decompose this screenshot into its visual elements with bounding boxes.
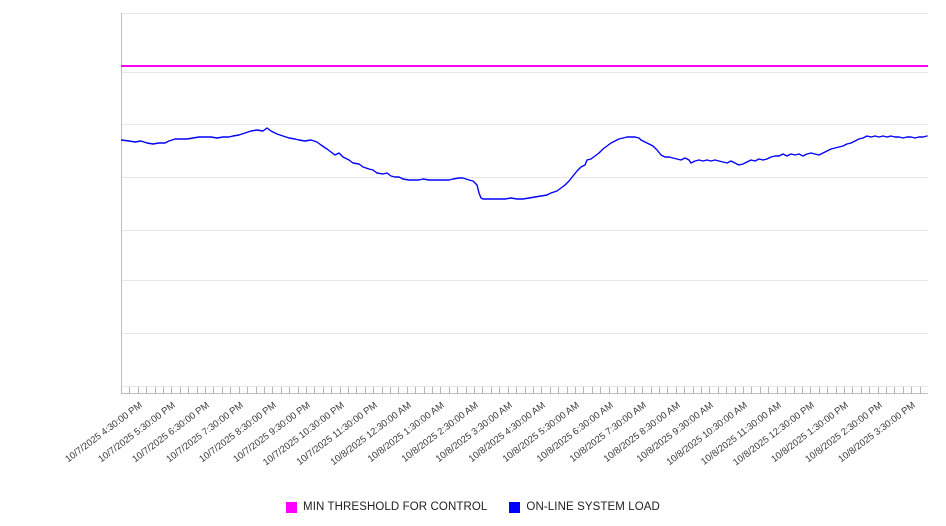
legend-label-min-threshold-for-control: MIN THRESHOLD FOR CONTROL: [303, 501, 488, 513]
legend-label-on-line-system-load: ON-LINE SYSTEM LOAD: [526, 501, 660, 513]
x-axis-minor-ticks: [121, 387, 921, 394]
legend-item-on-line-system-load[interactable]: ON-LINE SYSTEM LOAD: [509, 501, 660, 513]
series-on-line-system-load: [121, 127, 928, 200]
legend-item-min-threshold-for-control[interactable]: MIN THRESHOLD FOR CONTROL: [286, 501, 487, 513]
legend-swatch-blue: [509, 501, 521, 513]
chart-canvas: [121, 13, 928, 394]
x-axis-labels: 10/7/2025 4:30:00 PM 10/7/2025 5:30:00 PM…: [0, 394, 946, 484]
chart-legend: MIN THRESHOLD FOR CONTROL ON-LINE SYSTEM…: [0, 496, 946, 518]
legend-swatch-magenta: [286, 501, 298, 513]
y-gridlines: [121, 13, 928, 387]
plot-area: [121, 13, 928, 394]
